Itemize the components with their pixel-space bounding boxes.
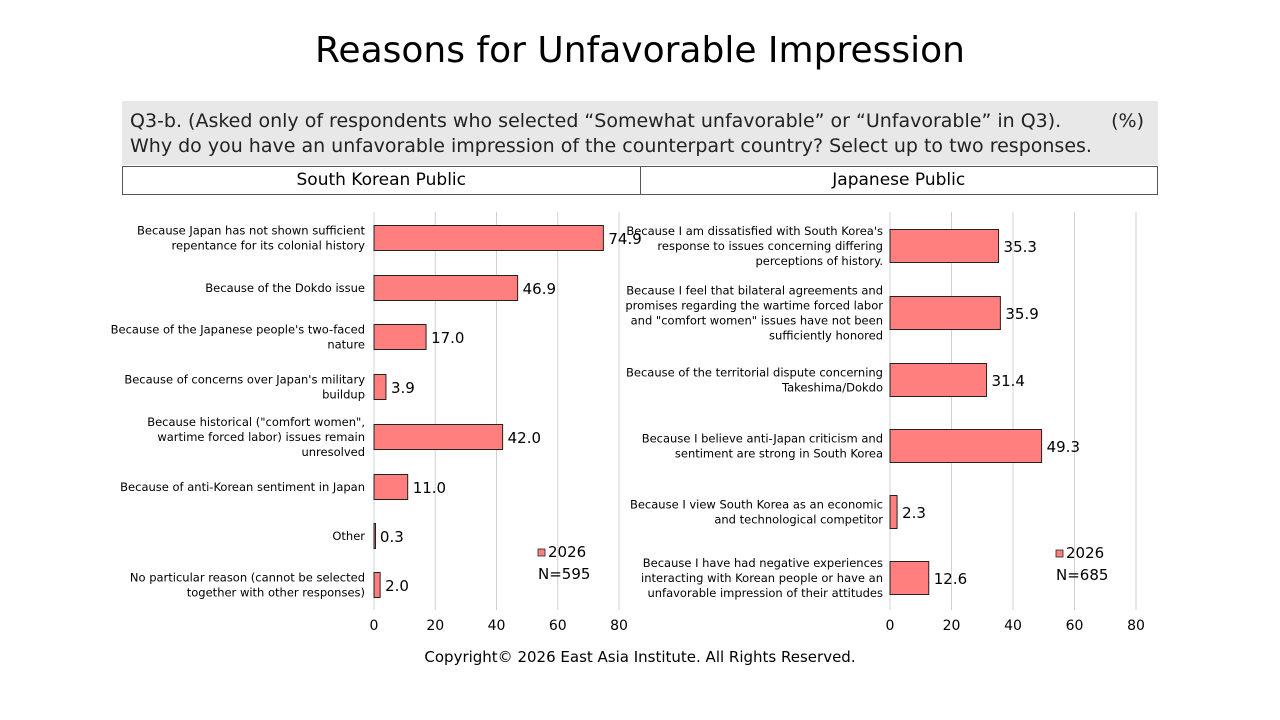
chart1-bar-6 [373, 523, 376, 549]
chart1-category-label-1-line-0: Because of the Dokdo issue [205, 281, 365, 295]
chart1-data-label-4: 42.0 [508, 429, 541, 447]
chart2-data-label-0: 35.3 [1004, 238, 1037, 256]
chart1-bar-3 [373, 374, 387, 400]
chart1-bar-5 [373, 474, 409, 500]
chart1-category-label-3-line-1: buildup [322, 388, 365, 402]
chart1-data-label-5: 11.0 [413, 479, 446, 497]
panel-headers: South Korean Public Japanese Public [122, 166, 1158, 195]
chart2-data-label-1: 35.9 [1005, 305, 1038, 323]
chart2-bar-1 [889, 296, 1001, 330]
chart1-category-label-7: No particular reason (cannot be selected… [130, 571, 365, 600]
chart2-category-label-1-line-1: promises regarding the wartime forced la… [625, 299, 883, 313]
copyright-footer: Copyright© 2026 East Asia Institute. All… [424, 648, 856, 666]
chart2-data-label-4: 2.3 [902, 504, 926, 522]
chart2-category-label-1-line-0: Because I feel that bilateral agreements… [626, 284, 883, 298]
chart1-category-label-5-line-0: Because of anti-Korean sentiment in Japa… [120, 480, 365, 494]
chart2-legend-sample-size: N=685 [1056, 566, 1108, 584]
chart2-bar-4 [889, 495, 898, 529]
chart2-category-label-2-line-0: Because of the territorial dispute conce… [626, 366, 883, 380]
question-text-1: Q3-b. (Asked only of respondents who sel… [130, 110, 1062, 132]
chart1-data-label-6: 0.3 [380, 528, 404, 546]
chart2-category-label-0-line-2: perceptions of history. [755, 254, 883, 268]
chart2-category-label-1-line-3: sufficiently honored [769, 329, 883, 343]
chart1-tick-label-4: 80 [610, 618, 628, 634]
chart1-category-label-7-line-0: No particular reason (cannot be selected [130, 571, 365, 585]
chart2-tick-label-0: 0 [886, 618, 895, 634]
question-box: Q3-b. (Asked only of respondents who sel… [122, 101, 1158, 165]
chart1-legend-label: 2026 [548, 543, 586, 561]
chart1-tick-label-0: 0 [370, 618, 379, 634]
chart1-bar-2 [373, 324, 427, 350]
chart1-category-label-0: Because Japan has not shown sufficient re… [137, 224, 365, 253]
chart1-category-label-6: Other [332, 529, 365, 543]
chart2-category-label-3: Because I believe anti-Japan criticism a… [642, 432, 883, 461]
chart2-tick-label-4: 80 [1127, 618, 1145, 634]
unit-label: (%) [1111, 110, 1144, 132]
chart1-bar-1 [373, 275, 519, 301]
chart2-category-label-1: Because I feel that bilateral agreements… [625, 284, 883, 343]
chart2-legend-swatch [1055, 549, 1064, 558]
chart1-category-label-2-line-1: nature [327, 338, 365, 352]
chart1-data-label-3: 3.9 [391, 379, 415, 397]
chart2-category-label-2-line-1: Takeshima/Dokdo [781, 381, 883, 395]
chart1-category-label-2-line-0: Because of the Japanese people's two-fac… [111, 323, 365, 337]
chart1-bar-0 [373, 225, 604, 251]
chart2-category-label-3-line-1: sentiment are strong in South Korea [675, 447, 883, 461]
chart2-category-label-3-line-0: Because I believe anti-Japan criticism a… [642, 432, 883, 446]
chart1-data-label-2: 17.0 [431, 329, 464, 347]
chart1-bar-4 [373, 424, 504, 450]
chart2-tick-label-3: 60 [1066, 618, 1084, 634]
chart1-category-label-4: Because historical ("comfort women", wart… [147, 415, 365, 459]
chart1-category-label-4-line-1: wartime forced labor) issues remain [157, 430, 365, 444]
chart1-category-label-1: Because of the Dokdo issue [205, 281, 365, 295]
chart1-category-label-2: Because of the Japanese people's two-fac… [111, 323, 365, 352]
chart1-bar-7 [373, 572, 381, 598]
chart2-bar-0 [889, 229, 1000, 263]
chart2-data-label-5: 12.6 [934, 570, 967, 588]
chart2-category-label-5: Because I have had negative experiences i… [641, 556, 883, 600]
chart2-category-label-5-line-2: unfavorable impression of their attitude… [647, 586, 883, 600]
chart1-category-label-0-line-0: Because Japan has not shown sufficient [137, 224, 365, 238]
chart1-data-label-0: 74.9 [608, 230, 641, 248]
chart2-category-label-4-line-0: Because I view South Korea as an economi… [630, 498, 883, 512]
header-japanese-public: Japanese Public [639, 167, 1158, 194]
chart1-category-label-5: Because of anti-Korean sentiment in Japa… [120, 480, 365, 494]
chart2-legend-label: 2026 [1066, 544, 1104, 562]
chart1-tick-label-3: 60 [549, 618, 567, 634]
page-title: Reasons for Unfavorable Impression [315, 30, 965, 71]
chart2-tick-label-2: 40 [1004, 618, 1022, 634]
chart2-category-label-5-line-1: interacting with Korean people or have a… [641, 571, 883, 585]
chart1-category-label-4-line-0: Because historical ("comfort women", [147, 415, 365, 429]
chart2-bar-2 [889, 363, 988, 397]
chart2-bar-5 [889, 561, 930, 595]
header-south-korean-public: South Korean Public [296, 170, 467, 190]
chart2-category-label-4-line-1: and technological competitor [714, 513, 883, 527]
chart2-bar-3 [889, 429, 1043, 463]
chart1-tick-label-1: 20 [426, 618, 444, 634]
chart2-category-label-2: Because of the territorial dispute conce… [626, 366, 883, 395]
chart2-category-label-0-line-0: Because I am dissatisfied with South Kor… [626, 224, 883, 238]
chart1-legend-sample-size: N=595 [538, 565, 590, 583]
chart2-tick-label-1: 20 [943, 618, 961, 634]
question-line-2: Why do you have an unfavorable impressio… [130, 135, 1092, 157]
chart2-category-label-5-line-0: Because I have had negative experiences [643, 556, 883, 570]
chart1-category-label-0-line-1: repentance for its colonial history [172, 239, 366, 253]
chart1-data-label-1: 46.9 [523, 280, 556, 298]
question-line-1: Q3-b. (Asked only of respondents who sel… [130, 109, 1150, 134]
chart1-category-label-3: Because of concerns over Japan's militar… [124, 373, 365, 402]
chart2-category-label-0: Because I am dissatisfied with South Kor… [626, 224, 883, 268]
chart1-legend-swatch [537, 548, 546, 557]
chart2-data-label-2: 31.4 [992, 372, 1025, 390]
chart1-data-label-7: 2.0 [385, 577, 409, 595]
chart2-category-label-4: Because I view South Korea as an economi… [630, 498, 883, 527]
chart1-category-label-3-line-0: Because of concerns over Japan's militar… [124, 373, 365, 387]
chart1-category-label-6-line-0: Other [332, 529, 365, 543]
chart1-category-label-7-line-1: together with other responses) [187, 586, 365, 600]
chart1-category-label-4-line-2: unresolved [301, 445, 365, 459]
chart1-tick-label-2: 40 [488, 618, 506, 634]
chart2-data-label-3: 49.3 [1047, 438, 1080, 456]
chart2-category-label-1-line-2: and "comfort women" issues have not been [631, 314, 883, 328]
chart2-category-label-0-line-1: response to issues concerning differing [657, 239, 883, 253]
